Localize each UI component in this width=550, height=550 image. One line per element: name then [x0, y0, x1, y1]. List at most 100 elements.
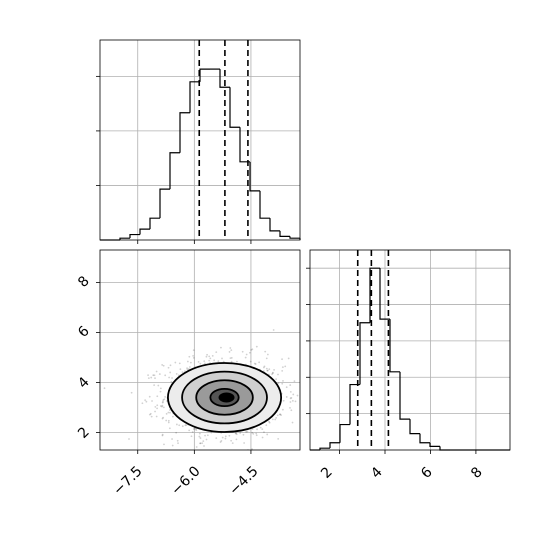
hist2-hist-bin: [399, 371, 410, 420]
hist1-hist-bin: [229, 87, 240, 128]
sample-point: [245, 430, 248, 433]
sample-point: [289, 384, 292, 386]
sample-point: [176, 439, 179, 442]
hist1-hist-bin: [199, 68, 210, 82]
contour-line-3: [209, 387, 240, 408]
sample-point: [179, 368, 182, 371]
sample-point: [188, 355, 191, 358]
sample-point: [195, 446, 198, 448]
density-marks: [103, 329, 299, 450]
sample-point: [190, 435, 193, 438]
sample-point: [167, 421, 170, 424]
sample-point: [215, 351, 218, 354]
sample-point: [205, 438, 208, 441]
sample-point: [206, 434, 209, 437]
sample-point: [293, 380, 296, 383]
sample-point: [268, 420, 270, 423]
sample-point: [236, 360, 238, 363]
sample-point: [161, 434, 164, 437]
sample-point: [203, 360, 206, 363]
sample-point: [228, 434, 231, 437]
hist2-ticks: [306, 267, 477, 454]
sample-point: [220, 440, 223, 442]
sample-point: [228, 351, 231, 353]
sample-point: [157, 384, 160, 387]
sample-point: [277, 437, 280, 440]
sample-point: [291, 399, 294, 402]
sample-point: [171, 444, 174, 447]
sample-point: [272, 329, 275, 331]
sample-point: [264, 350, 267, 353]
sample-point: [194, 428, 197, 430]
sample-point: [258, 361, 261, 364]
sample-point: [159, 405, 162, 407]
sample-point: [185, 424, 188, 426]
sample-point: [161, 433, 164, 436]
sample-point: [253, 362, 256, 365]
contour-line-0: [167, 362, 283, 433]
sample-point: [206, 353, 208, 356]
sample-point: [158, 373, 161, 375]
sample-point: [266, 353, 269, 356]
sample-point: [275, 378, 277, 381]
sample-point: [268, 368, 271, 371]
sample-point: [169, 371, 172, 374]
sample-point: [265, 424, 268, 427]
sample-point: [278, 413, 281, 416]
sample-point: [263, 365, 266, 368]
hist1-hist-bin: [139, 228, 150, 235]
hist1-hist-bin: [129, 233, 140, 239]
sample-point: [255, 432, 258, 435]
sample-point: [152, 374, 155, 377]
sample-point: [161, 404, 164, 407]
hist1-hist-bin: [269, 218, 280, 232]
sample-point: [265, 357, 268, 360]
sample-point: [271, 373, 273, 376]
sample-point: [250, 349, 253, 351]
sample-point: [266, 369, 269, 372]
sample-point: [221, 436, 224, 439]
sample-point: [167, 419, 170, 422]
sample-point: [251, 348, 254, 351]
sample-point: [285, 396, 288, 398]
sample-point: [145, 400, 148, 403]
sample-point: [224, 435, 227, 438]
sample-point: [178, 424, 181, 427]
sample-point: [290, 396, 293, 399]
sample-point: [188, 429, 191, 432]
density-panel-2d: [96, 249, 301, 454]
sample-point: [241, 350, 244, 353]
sample-point: [289, 406, 291, 409]
sample-point: [178, 362, 181, 365]
sample-point: [167, 366, 170, 369]
contour-line-1: [181, 370, 268, 425]
sample-point: [211, 355, 214, 357]
sample-point: [168, 376, 171, 379]
sample-point: [296, 394, 299, 397]
hist1-hist-bin: [259, 190, 270, 219]
sample-point: [273, 368, 275, 371]
hist2-frame: [309, 249, 511, 451]
sample-point: [203, 445, 205, 447]
sample-point: [221, 357, 223, 360]
sample-point: [192, 349, 195, 352]
sample-point: [255, 434, 258, 437]
sample-point: [230, 349, 233, 352]
sample-point: [230, 356, 233, 359]
sample-point: [271, 418, 274, 421]
sample-point: [144, 399, 147, 402]
sample-point: [167, 411, 170, 414]
sample-point: [148, 413, 151, 416]
sample-point: [210, 431, 213, 434]
sample-point: [208, 355, 211, 358]
sample-point: [261, 436, 264, 439]
sample-point: [192, 428, 195, 431]
sample-point: [175, 423, 178, 426]
sample-point: [202, 440, 205, 442]
sample-point: [199, 442, 202, 445]
hist1-hist-bin: [289, 236, 300, 239]
sample-point: [229, 357, 232, 359]
sample-point: [249, 360, 252, 363]
sample-point: [271, 372, 274, 375]
